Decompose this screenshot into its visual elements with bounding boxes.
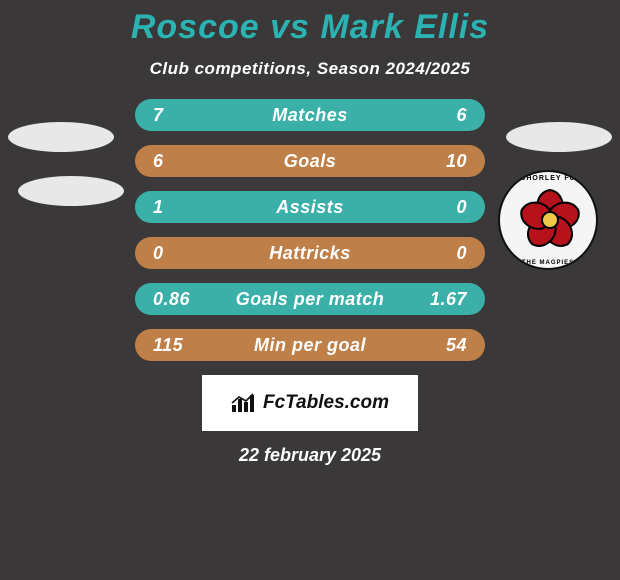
stat-row: 0.86Goals per match1.67 xyxy=(135,283,485,315)
stat-right-value: 0 xyxy=(421,197,467,218)
stat-row: 115Min per goal54 xyxy=(135,329,485,361)
stat-left-value: 0 xyxy=(153,243,199,264)
stat-right-value: 1.67 xyxy=(421,289,467,310)
stat-row: 0Hattricks0 xyxy=(135,237,485,269)
stat-label: Goals xyxy=(199,151,421,172)
page-title: Roscoe vs Mark Ellis xyxy=(0,0,620,51)
stat-right-value: 10 xyxy=(421,151,467,172)
brand-box: FcTables.com xyxy=(202,375,418,431)
brand-text: FcTables.com xyxy=(263,392,389,414)
stat-right-value: 0 xyxy=(421,243,467,264)
stat-label: Assists xyxy=(199,197,421,218)
stat-left-value: 6 xyxy=(153,151,199,172)
date-label: 22 february 2025 xyxy=(0,445,620,466)
subtitle: Club competitions, Season 2024/2025 xyxy=(0,59,620,79)
stat-row: 6Goals10 xyxy=(135,145,485,177)
stats-table: 7Matches66Goals101Assists00Hattricks00.8… xyxy=(0,99,620,361)
stat-label: Matches xyxy=(199,105,421,126)
stat-right-value: 54 xyxy=(421,335,467,356)
stat-label: Hattricks xyxy=(199,243,421,264)
stat-left-value: 0.86 xyxy=(153,289,199,310)
stat-row: 1Assists0 xyxy=(135,191,485,223)
stat-right-value: 6 xyxy=(421,105,467,126)
stat-left-value: 7 xyxy=(153,105,199,126)
stat-left-value: 1 xyxy=(153,197,199,218)
stat-row: 7Matches6 xyxy=(135,99,485,131)
stat-left-value: 115 xyxy=(153,335,199,356)
bar-chart-icon xyxy=(231,393,257,413)
stat-label: Min per goal xyxy=(199,335,421,356)
stat-label: Goals per match xyxy=(199,289,421,310)
